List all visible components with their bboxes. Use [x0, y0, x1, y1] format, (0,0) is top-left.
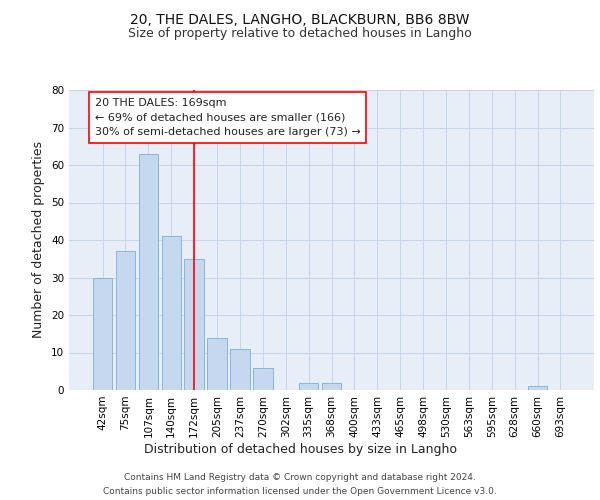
- Text: Contains HM Land Registry data © Crown copyright and database right 2024.: Contains HM Land Registry data © Crown c…: [124, 472, 476, 482]
- Bar: [528, 386, 547, 390]
- Bar: [93, 278, 112, 390]
- Text: 20 THE DALES: 169sqm
← 69% of detached houses are smaller (166)
30% of semi-deta: 20 THE DALES: 169sqm ← 69% of detached h…: [95, 98, 361, 137]
- Bar: [322, 382, 341, 390]
- Bar: [139, 154, 158, 390]
- Text: Size of property relative to detached houses in Langho: Size of property relative to detached ho…: [128, 28, 472, 40]
- Text: Distribution of detached houses by size in Langho: Distribution of detached houses by size …: [143, 442, 457, 456]
- Bar: [184, 259, 204, 390]
- Bar: [161, 236, 181, 390]
- Bar: [230, 349, 250, 390]
- Y-axis label: Number of detached properties: Number of detached properties: [32, 142, 46, 338]
- Bar: [299, 382, 319, 390]
- Bar: [116, 251, 135, 390]
- Bar: [208, 338, 227, 390]
- Text: 20, THE DALES, LANGHO, BLACKBURN, BB6 8BW: 20, THE DALES, LANGHO, BLACKBURN, BB6 8B…: [130, 12, 470, 26]
- Text: Contains public sector information licensed under the Open Government Licence v3: Contains public sector information licen…: [103, 488, 497, 496]
- Bar: [253, 368, 272, 390]
